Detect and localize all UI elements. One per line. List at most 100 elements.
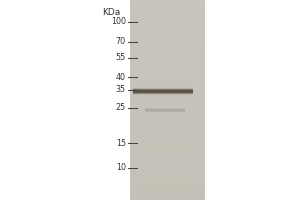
Bar [130,90,205,93]
Bar [130,173,205,177]
Bar [130,97,205,100]
Bar [145,111,185,112]
Bar [145,112,185,113]
Bar [130,103,205,107]
Bar [130,137,205,140]
Bar [133,88,193,89]
Bar [130,60,205,63]
Bar [130,23,205,27]
Text: 40: 40 [116,72,126,82]
Bar [130,13,205,17]
Text: 100: 100 [111,18,126,26]
Bar [130,7,205,10]
Bar [145,109,185,110]
Bar [133,90,193,91]
Bar [130,57,205,60]
Bar [130,147,205,150]
Bar [133,89,193,90]
Bar [130,17,205,20]
Bar [133,90,193,91]
Bar [133,87,193,88]
Bar [133,91,193,92]
Bar [130,180,205,183]
Bar [133,87,193,88]
Bar [133,92,193,93]
Bar [130,120,205,123]
Bar [130,10,205,13]
Bar [133,92,193,93]
Bar [130,123,205,127]
Bar [133,92,193,93]
Text: 35: 35 [116,86,126,95]
Bar [130,63,205,67]
Bar [133,94,193,95]
Bar [130,187,205,190]
Bar [130,127,205,130]
Bar [130,27,205,30]
Bar [130,70,205,73]
Bar [133,88,193,89]
Bar [130,53,205,57]
Bar [145,107,185,108]
Bar [133,89,193,90]
Bar [145,108,185,109]
Text: 15: 15 [116,138,126,148]
Bar [130,157,205,160]
Text: 70: 70 [116,38,126,46]
Bar [130,20,205,23]
Bar [130,67,205,70]
Bar [130,197,205,200]
Bar [145,109,185,110]
Bar [130,93,205,97]
Bar [130,80,205,83]
Bar [145,109,185,110]
Bar [145,110,185,111]
Bar [130,87,205,90]
Bar [133,94,193,95]
Bar [130,130,205,133]
Text: 55: 55 [116,53,126,62]
Bar [145,108,185,109]
Bar [133,87,193,88]
Bar [130,73,205,77]
Bar [130,83,205,87]
Bar [133,89,193,90]
Bar [133,91,193,92]
Bar [130,43,205,47]
Bar [130,170,205,173]
Bar [130,193,205,197]
Bar [145,112,185,113]
Bar [130,100,205,103]
Bar [130,183,205,187]
Bar [133,91,193,92]
Bar [130,133,205,137]
Bar [130,47,205,50]
Bar [133,94,193,95]
Text: KDa: KDa [102,8,120,17]
Bar [130,177,205,180]
Bar [130,113,205,117]
Bar [133,94,193,95]
Bar [130,160,205,163]
Bar [130,77,205,80]
Bar [133,88,193,89]
Bar [133,93,193,94]
Bar [130,143,205,147]
Bar [130,3,205,7]
Bar [133,93,193,94]
Bar [130,33,205,37]
Bar [145,111,185,112]
Bar [133,93,193,94]
Bar [130,37,205,40]
Bar [130,150,205,153]
Bar [130,117,205,120]
Text: 10: 10 [116,164,126,172]
Bar [130,153,205,157]
Bar [130,107,205,110]
Bar [130,0,205,200]
Bar [133,90,193,91]
Bar [133,93,193,94]
Bar [130,140,205,143]
Bar [130,190,205,193]
Bar [130,167,205,170]
